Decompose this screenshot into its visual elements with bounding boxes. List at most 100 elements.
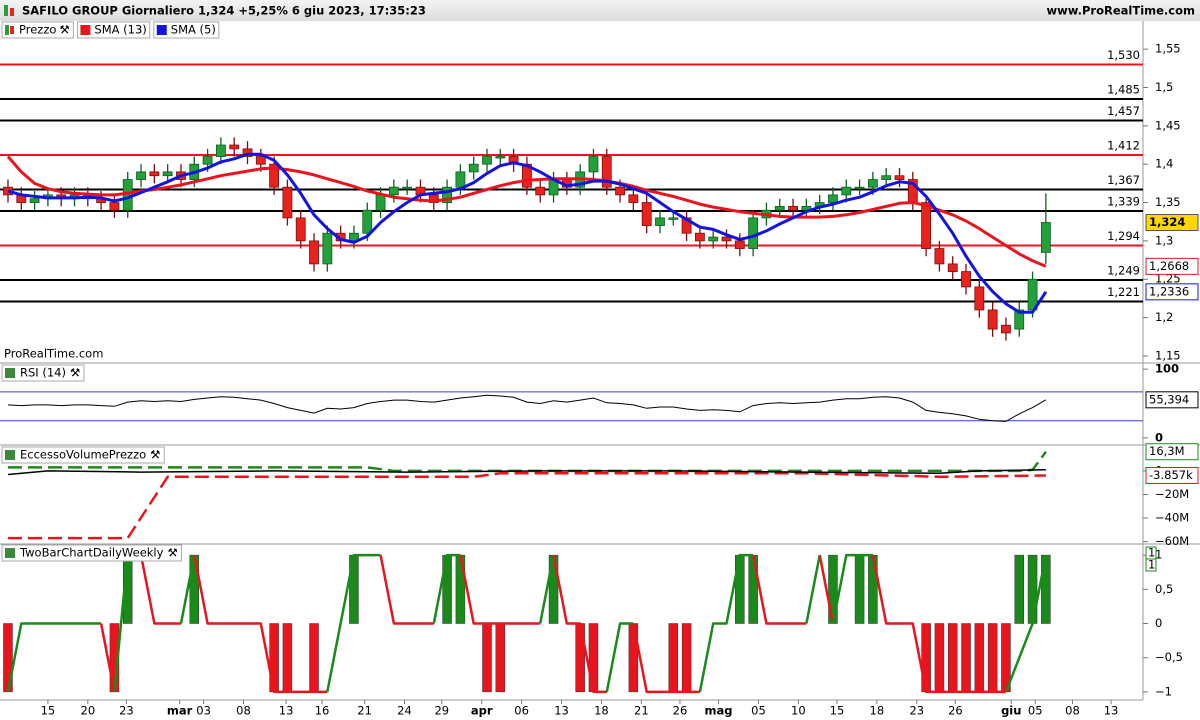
candle-body — [428, 194, 439, 203]
legend-icon — [10, 26, 14, 34]
x-tick-label: mag — [705, 704, 733, 718]
legend-icon — [5, 25, 9, 35]
candle-body — [721, 236, 732, 242]
bar — [961, 623, 971, 693]
x-tick-label: 29 — [434, 704, 449, 718]
x-tick-label: 03 — [196, 704, 211, 718]
last-value-label: -3.857k — [1149, 468, 1193, 482]
x-tick-label: 15 — [830, 704, 845, 718]
signal-line — [99, 623, 116, 693]
signal-line — [751, 554, 807, 625]
bar — [681, 623, 692, 693]
x-tick-label: 20 — [81, 704, 96, 718]
candle-body — [1001, 324, 1011, 334]
plot-area — [3, 553, 1051, 694]
signal-line — [831, 553, 873, 624]
candle-body — [269, 163, 280, 188]
panel-title-icon — [5, 548, 15, 558]
level-label: 1,294 — [1107, 229, 1140, 243]
candle-body — [588, 156, 599, 173]
candle-body — [828, 194, 838, 203]
plot-area — [7, 450, 1047, 540]
sma-line — [7, 152, 1048, 314]
legend-box — [76, 21, 151, 39]
x-tick-label: 21 — [634, 704, 649, 718]
x-tick-label: 21 — [357, 704, 372, 718]
sma-line — [6, 155, 1047, 268]
y-tick-label: 1,45 — [1155, 118, 1181, 132]
last-value-label: 16,3M — [1149, 444, 1185, 458]
plot-area — [0, 391, 1143, 422]
bar — [854, 554, 865, 624]
last-value-label: 1,324 — [1149, 215, 1185, 229]
signal-line — [459, 554, 541, 625]
signal-line — [805, 554, 821, 624]
candle-body — [695, 232, 705, 242]
x-tick-label: 13 — [279, 704, 294, 718]
indicator-line — [8, 472, 1046, 540]
x-tick-label: 26 — [948, 704, 963, 718]
level-label: 1,457 — [1107, 104, 1140, 118]
candle-body — [162, 171, 173, 177]
candle-body — [362, 209, 373, 234]
level-label: 1,412 — [1107, 138, 1140, 152]
candle-body — [921, 202, 932, 249]
level-label: 1,367 — [1107, 173, 1140, 187]
panel-title-box — [1, 364, 85, 382]
x-tick-label: 16 — [315, 704, 330, 718]
y-tick-label: 1,55 — [1155, 42, 1181, 56]
candle-body — [655, 217, 665, 226]
candle-body — [708, 236, 719, 242]
level-label-bg — [1102, 228, 1142, 244]
signal-line — [326, 553, 381, 693]
panel-title-icon — [5, 368, 15, 378]
panel-title-group: TwoBarChartDailyWeekly ⚒ — [1, 544, 182, 562]
settings-icon: ⚒ — [167, 546, 177, 560]
y-tick-label: −1 — [1155, 684, 1172, 698]
level-label-bg — [1102, 263, 1142, 279]
candle-body — [854, 186, 865, 190]
x-tick-label: 08 — [1065, 704, 1080, 718]
panel-title: EccessoVolumePrezzo — [20, 448, 146, 462]
signal-line — [379, 554, 434, 625]
candle-body — [615, 186, 625, 196]
candle-body — [322, 232, 333, 265]
bar — [974, 623, 985, 693]
candle-body — [242, 148, 253, 157]
x-tick-label: 26 — [673, 704, 688, 718]
signal-line — [139, 554, 181, 625]
panel-title: RSI (14) — [20, 366, 66, 380]
x-tick-label: 13 — [1104, 704, 1119, 718]
candle-body — [894, 175, 905, 180]
level-label: 1,530 — [1107, 48, 1140, 62]
level-label-bg — [1102, 172, 1142, 188]
bar — [987, 623, 998, 693]
y-tick-label: 1,5 — [1155, 80, 1173, 94]
panel-title-group: RSI (14) ⚒ — [1, 364, 85, 382]
x-tick-label: 06 — [514, 704, 529, 718]
candle-body — [295, 217, 306, 242]
signal-line — [605, 622, 634, 693]
last-value-label: 1 — [1148, 546, 1155, 560]
legend-label: Prezzo — [19, 23, 56, 37]
header-bar — [0, 0, 1200, 21]
candle-body — [1040, 222, 1051, 253]
x-tick-label: 23 — [119, 704, 134, 718]
y-tick-label: 0,5 — [1155, 582, 1173, 596]
candle-body — [774, 205, 785, 211]
candle-body — [841, 186, 852, 196]
candle-body — [282, 186, 293, 219]
signal-line — [179, 554, 196, 624]
header-site: www.ProRealTime.com — [1046, 4, 1195, 18]
level-label-bg — [1102, 193, 1142, 209]
x-tick-label: mar — [167, 704, 193, 718]
candle-body — [668, 217, 679, 220]
x-tick-label: 18 — [594, 704, 609, 718]
bar — [282, 623, 293, 693]
settings-icon: ⚒ — [70, 366, 80, 380]
level-label: 1,249 — [1107, 264, 1140, 278]
candle-body — [601, 156, 612, 188]
x-tick-label: 15 — [41, 704, 56, 718]
